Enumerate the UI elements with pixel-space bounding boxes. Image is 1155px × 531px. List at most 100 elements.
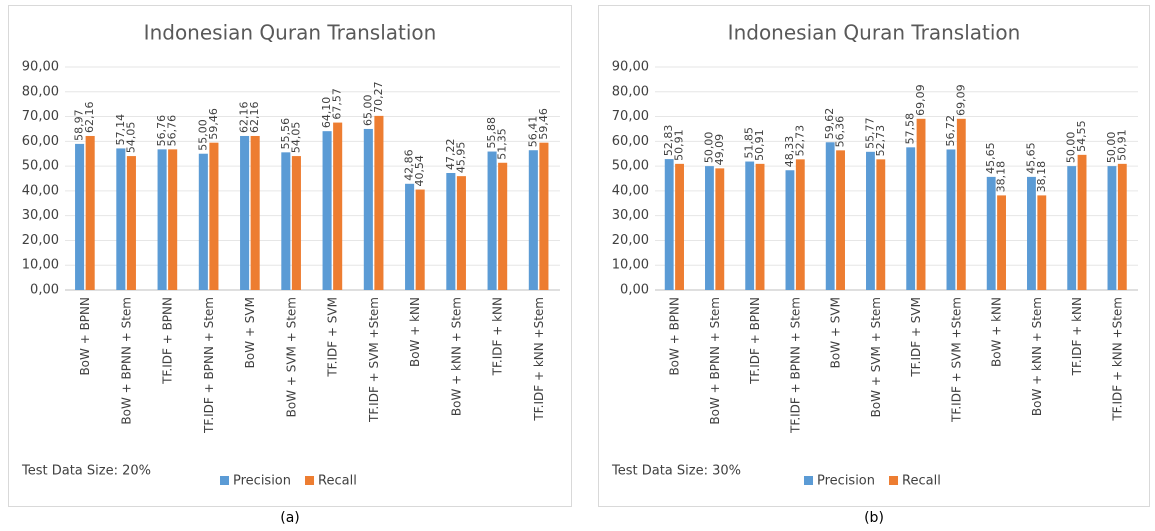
bar (487, 151, 497, 290)
value-label: 55,00 (196, 119, 209, 151)
x-tick-label: TF.IDF + BPNN (748, 297, 762, 385)
bar (456, 176, 466, 290)
legend-label: Precision (817, 474, 875, 489)
x-tick-label: TF.IDF + SVM +Stem (949, 297, 963, 423)
bar (836, 150, 845, 290)
y-tick-label: 90,00 (22, 60, 59, 75)
y-tick-label: 70,00 (22, 109, 59, 124)
bar (126, 156, 136, 290)
x-tick-label: TF.IDF + SVM (909, 297, 923, 378)
y-tick-label: 50,00 (612, 159, 649, 174)
value-label: 50,00 (702, 132, 715, 164)
value-label: 65,00 (361, 94, 374, 126)
value-label: 57,14 (114, 114, 127, 145)
bar (795, 159, 805, 290)
bar (116, 148, 126, 290)
value-label: 55,88 (485, 117, 498, 149)
x-tick-label: BoW + SVM + Stem (284, 297, 298, 417)
value-label: 47,22 (444, 138, 457, 170)
y-tick-label: 0,00 (30, 283, 59, 298)
y-tick-label: 40,00 (22, 183, 59, 198)
legend-swatch (220, 476, 229, 485)
bar (825, 142, 835, 290)
value-label: 59,62 (823, 108, 836, 140)
bar (755, 163, 765, 290)
value-label: 48,33 (783, 136, 796, 168)
bar (209, 142, 219, 290)
y-tick-label: 30,00 (22, 208, 59, 223)
value-label: 58,97 (73, 109, 86, 141)
x-tick-label: TF.IDF + kNN (1070, 297, 1084, 376)
y-tick-label: 70,00 (612, 109, 649, 124)
y-tick-label: 0,00 (620, 283, 649, 298)
value-label: 51,85 (743, 127, 756, 159)
value-label: 45,65 (984, 142, 997, 174)
caption: (a) (280, 510, 300, 526)
bar (705, 166, 714, 290)
bar (785, 170, 795, 290)
x-tick-label: BoW + kNN + Stem (1030, 297, 1044, 416)
x-tick-label: TF.IDF + kNN +Stem (1110, 297, 1124, 422)
x-tick-label: BoW + SVM (829, 297, 843, 368)
value-label: 62,16 (83, 101, 96, 133)
legend-swatch (305, 476, 315, 485)
x-tick-label: BoW + SVM + Stem (869, 297, 883, 417)
bar (675, 163, 684, 290)
value-label: 70,27 (372, 81, 385, 113)
value-label: 69,09 (954, 84, 967, 116)
y-tick-label: 60,00 (612, 134, 649, 149)
x-tick-label: BoW + BPNN (668, 297, 682, 376)
bar (956, 118, 966, 290)
value-label: 54,05 (289, 122, 302, 154)
legend-label: Recall (902, 474, 941, 489)
value-label: 49,09 (713, 134, 726, 166)
y-tick-label: 10,00 (22, 258, 59, 273)
annotation: Test Data Size: 30% (611, 464, 741, 479)
bar (866, 151, 875, 290)
value-label: 50,00 (1105, 132, 1118, 164)
bar (198, 153, 208, 290)
value-label: 67,57 (331, 88, 344, 120)
legend-swatch (889, 476, 899, 485)
value-label: 52,73 (874, 125, 887, 157)
x-tick-label: BoW + kNN (408, 297, 422, 367)
bar (281, 152, 291, 290)
x-tick-label: BoW + SVM (243, 297, 257, 368)
y-tick-label: 20,00 (22, 233, 59, 248)
value-label: 59,46 (207, 108, 220, 140)
bar (1027, 176, 1036, 290)
x-tick-label: TF.IDF + SVM +Stem (367, 297, 381, 423)
bar (157, 149, 167, 290)
bar (250, 135, 260, 290)
bar (715, 168, 725, 290)
bar (85, 135, 95, 290)
value-label: 45,65 (1024, 142, 1037, 174)
chart-title: Indonesian Quran Translation (144, 21, 437, 45)
y-tick-label: 80,00 (612, 84, 649, 99)
value-label: 55,56 (279, 118, 292, 150)
value-label: 56,41 (526, 116, 539, 148)
bar (1037, 195, 1047, 290)
bar (291, 156, 301, 290)
value-label: 40,54 (413, 155, 426, 187)
bar (1117, 163, 1127, 290)
bar (322, 131, 332, 290)
value-label: 45,95 (454, 142, 467, 174)
bar (1077, 154, 1087, 290)
value-label: 56,76 (166, 115, 179, 147)
value-label: 57,58 (904, 113, 917, 145)
bar (363, 128, 373, 290)
value-label: 50,91 (753, 129, 766, 161)
y-tick-label: 90,00 (612, 60, 649, 75)
bar (405, 183, 415, 290)
legend-label: Precision (233, 474, 291, 489)
bar (539, 142, 549, 290)
bar (415, 189, 425, 290)
y-tick-label: 10,00 (612, 258, 649, 273)
bar (333, 122, 343, 290)
bar (75, 143, 85, 290)
bar (168, 149, 178, 290)
x-tick-label: TF.IDF + BPNN (161, 297, 175, 385)
